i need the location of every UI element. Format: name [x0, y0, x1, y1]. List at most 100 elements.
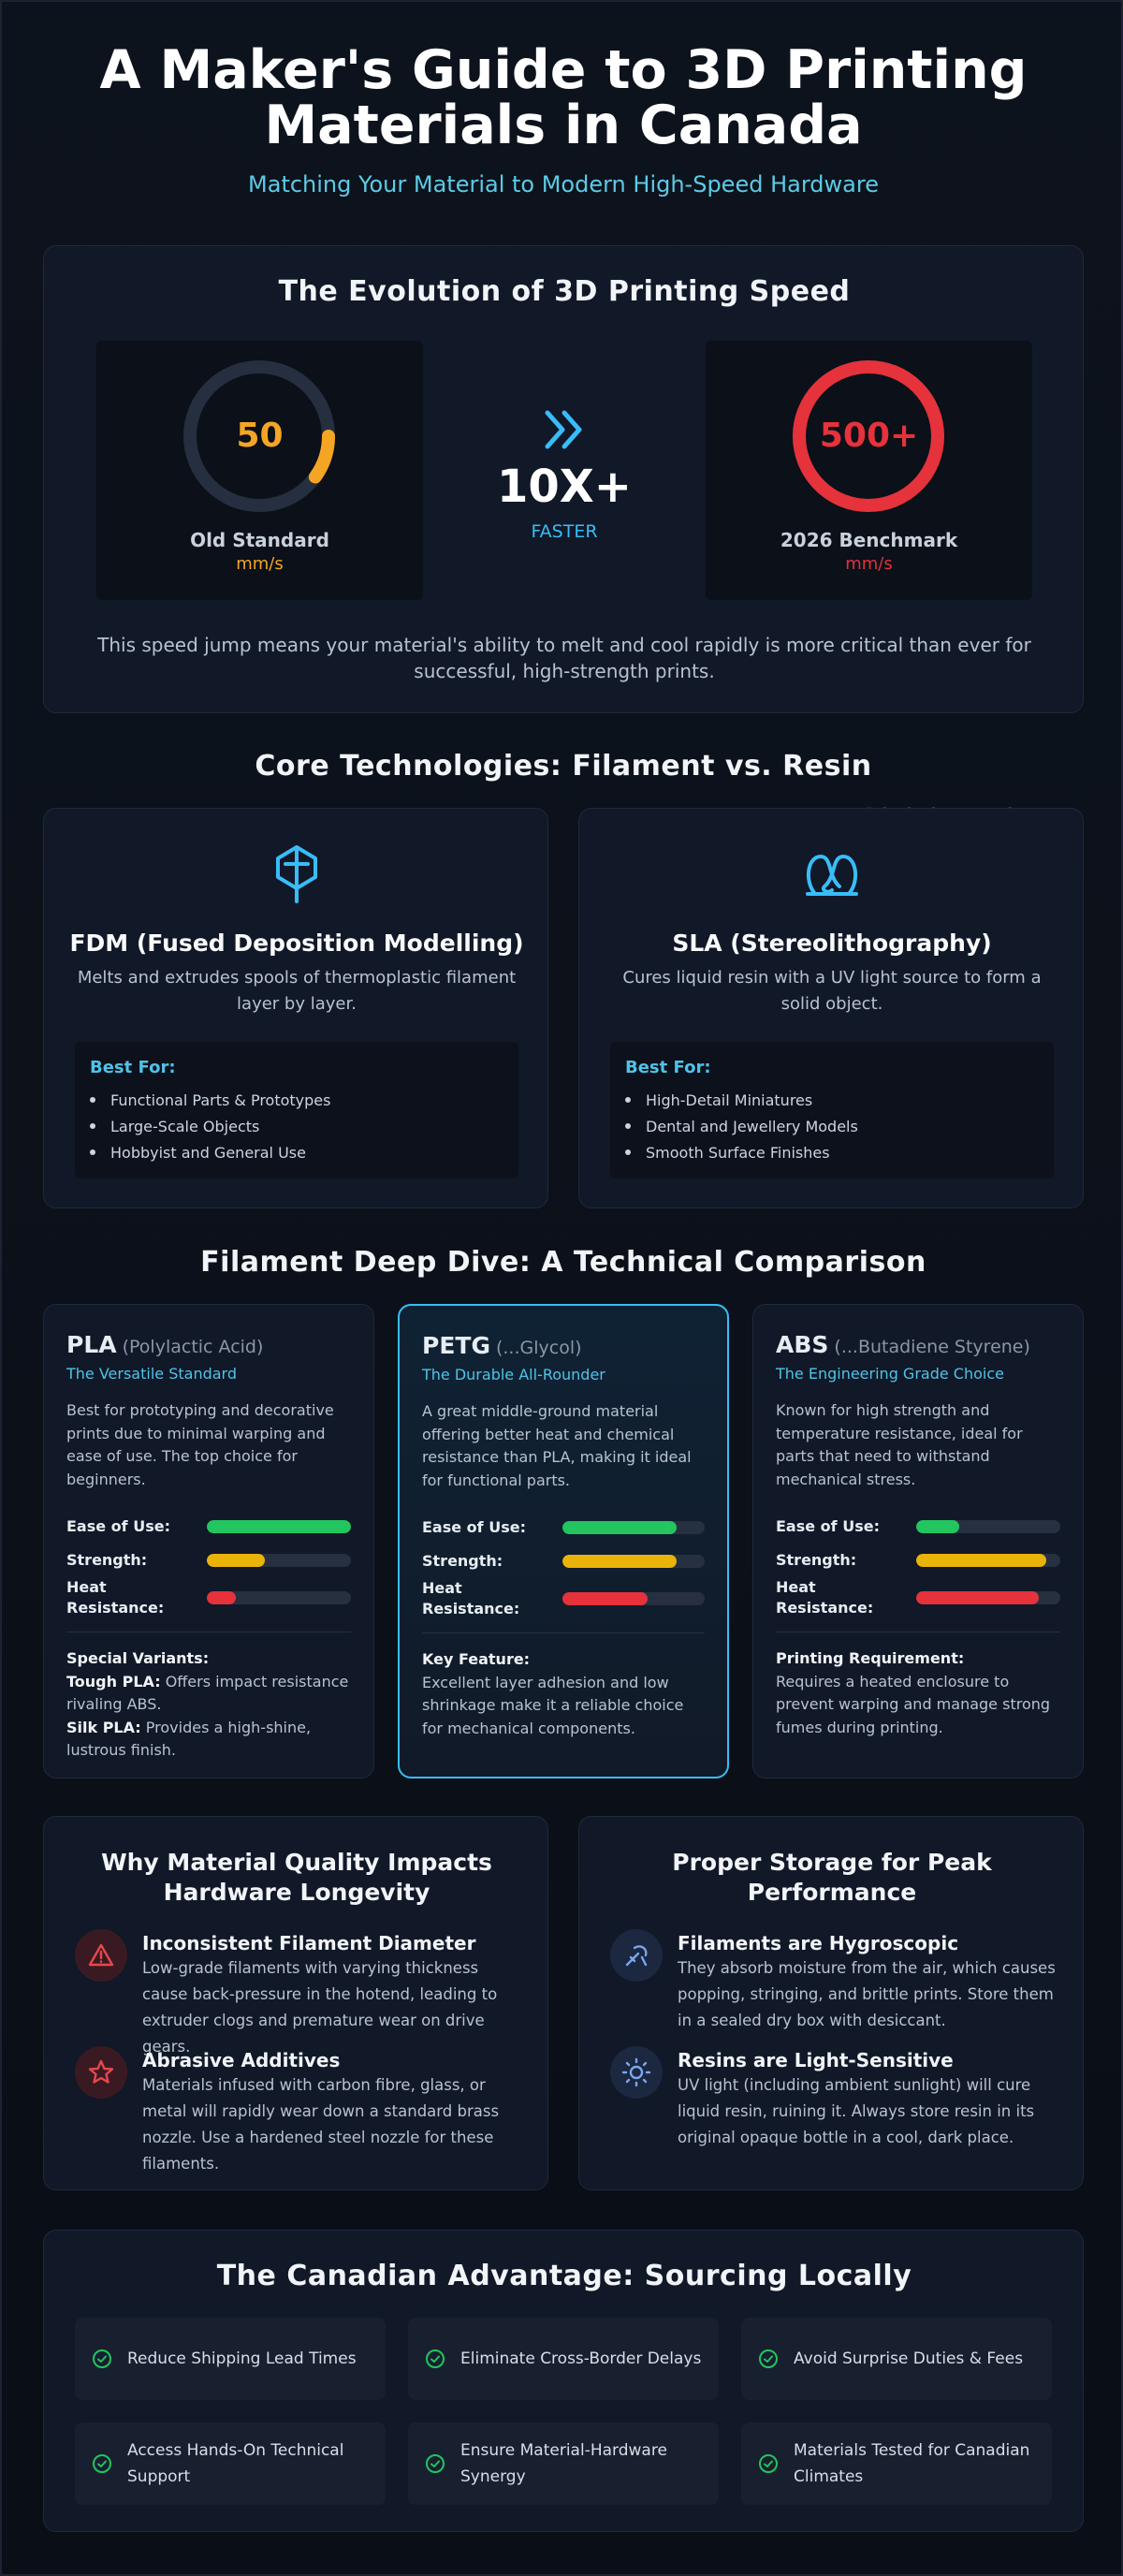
gauge-box: 50 Old Standard mm/s	[96, 341, 423, 600]
speed-note: This speed jump means your material's ab…	[97, 634, 1031, 682]
rating-bar	[562, 1521, 677, 1534]
icon	[88, 2059, 114, 2084]
section-title: The Evolution of 3D Printing Speed	[278, 275, 851, 308]
filament-name-row: ABS (...Butadiene Styrene)	[776, 1331, 1060, 1361]
filament-card: PLA (Polylactic Acid) The Versatile Standa…	[43, 1304, 374, 1778]
technology-card: SLA (Stereolithography) Cures liquid resi…	[578, 808, 1084, 1208]
gauge-unit: mm/s	[845, 554, 893, 574]
filament-name: ABS	[776, 1331, 829, 1358]
best-for-item: High-Detail Miniatures	[646, 1091, 813, 1109]
ratings: Ease of Use: Strength: Heat Resistance:	[776, 1510, 1060, 1618]
bullet	[90, 1123, 95, 1129]
gauge-box: 500+ 2026 Benchmark mm/s	[706, 341, 1032, 600]
item-text: Low-grade filaments with varying thickne…	[142, 1959, 498, 2056]
note-term: Tough PLA:	[66, 1672, 161, 1690]
check-circle	[426, 2349, 445, 2368]
check-circle	[759, 2349, 778, 2368]
gauge-arc	[793, 360, 944, 512]
filament-tagline: The Durable All-Rounder	[422, 1366, 605, 1383]
advantage-tile: Ensure Material-Hardware Synergy	[408, 2422, 719, 2505]
check-icon	[93, 2349, 111, 2368]
note-title: Printing Requirement:	[776, 1649, 965, 1667]
filament-description: A great middle-ground material offering …	[422, 1402, 692, 1489]
note: Requires a heated enclosure to prevent w…	[776, 1671, 1060, 1740]
technology-name: SLA (Stereolithography)	[672, 929, 992, 957]
rating-bar	[562, 1592, 649, 1605]
ratings: Ease of Use: Strength: Heat Resistance:	[422, 1511, 705, 1619]
icon	[621, 2057, 651, 2087]
note-term: Silk PLA:	[66, 1718, 141, 1736]
bullet	[625, 1149, 631, 1155]
advantage-tile: Eliminate Cross-Border Delays	[408, 2318, 719, 2400]
section-title: The Canadian Advantage: Sourcing Locally	[216, 2260, 912, 2292]
rating-bar	[916, 1591, 1039, 1604]
rating-track	[916, 1520, 1060, 1533]
filament-card: ABS (...Butadiene Styrene) The Engineering…	[752, 1304, 1084, 1778]
icon-bg	[610, 2046, 663, 2099]
rating-label: Ease of Use:	[66, 1517, 170, 1535]
page-title: A Maker's Guide to 3D Printing Materials…	[99, 39, 1028, 156]
rating-label: Ease of Use:	[422, 1518, 526, 1536]
check-icon	[759, 2454, 778, 2473]
section-title: Filament Deep Dive: A Technical Comparis…	[200, 1246, 926, 1279]
technology-icon	[276, 845, 317, 903]
bullet	[90, 1149, 95, 1155]
advantage-text: Ensure Material-Hardware Synergy	[460, 2441, 667, 2486]
card-title: Proper Storage for Peak Performance	[672, 1849, 992, 1906]
note: Silk PLA: Provides a high-shine, lustrou…	[66, 1717, 351, 1763]
advantage-text: Reduce Shipping Lead Times	[127, 2349, 357, 2368]
item-text: Materials infused with carbon fibre, gla…	[142, 2076, 500, 2173]
best-for-box: Best For: High-Detail Miniatures Dental an…	[610, 1042, 1054, 1178]
icon	[88, 1943, 114, 1967]
gauge	[793, 360, 944, 512]
filament-full-name: (Polylactic Acid)	[122, 1337, 264, 1357]
note-text: Provides a high-shine, lustrous finish.	[66, 1718, 312, 1760]
best-for-item: Dental and Jewellery Models	[646, 1118, 858, 1135]
technology-name: FDM (Fused Deposition Modelling)	[69, 929, 524, 957]
check-mark	[764, 2460, 773, 2467]
item-title: Resins are Light-Sensitive	[678, 2049, 954, 2071]
advantage-text: Materials Tested for Canadian Climates	[794, 2441, 1030, 2486]
canada-card: The Canadian Advantage: Sourcing Locally…	[43, 2230, 1084, 2532]
rating-track	[562, 1555, 705, 1568]
filament-name-row: PLA (Polylactic Acid)	[66, 1331, 351, 1361]
note: Excellent layer adhesion and low shrinka…	[422, 1672, 705, 1741]
best-for-item: Smooth Surface Finishes	[646, 1144, 830, 1162]
speed-card: The Evolution of 3D Printing Speed 50 Old …	[43, 245, 1084, 713]
note-title: Key Feature:	[422, 1650, 531, 1668]
icon	[276, 845, 317, 903]
rating-row: Heat Resistance:	[66, 1577, 351, 1618]
rating-label: Strength:	[422, 1552, 503, 1570]
advantage-text: Access Hands-On Technical Support	[127, 2441, 344, 2486]
rating-bar	[916, 1520, 960, 1533]
best-for-item: Large-Scale Objects	[110, 1118, 260, 1135]
check-icon	[426, 2349, 445, 2368]
divider	[422, 1632, 705, 1633]
rating-bar	[207, 1591, 236, 1604]
filament-name: PLA	[66, 1331, 117, 1358]
rating-row: Ease of Use:	[422, 1511, 705, 1544]
advantage-tile: Materials Tested for Canadian Climates	[741, 2422, 1052, 2505]
chevron	[545, 410, 582, 449]
icon-bg	[75, 2046, 127, 2099]
check-icon	[93, 2454, 111, 2473]
check-icon	[759, 2349, 778, 2368]
rating-track	[916, 1554, 1060, 1567]
rating-bar	[916, 1554, 1046, 1567]
check-circle	[93, 2349, 111, 2368]
rating-label: Ease of Use:	[776, 1517, 880, 1535]
check-mark	[430, 2355, 440, 2363]
check-circle	[759, 2454, 778, 2473]
advantage-tile: Access Hands-On Technical Support	[75, 2422, 386, 2505]
note-text: Offers impact resistance rivaling ABS.	[66, 1672, 349, 1714]
rating-track	[916, 1591, 1060, 1604]
technology-icon	[806, 855, 858, 896]
item-icon	[610, 1929, 663, 1982]
best-for-title: Best For:	[90, 1058, 176, 1077]
best-for-item: Functional Parts & Prototypes	[110, 1091, 331, 1109]
item-text: UV light (including ambient sunlight) wi…	[678, 2076, 1035, 2146]
icon	[806, 855, 858, 896]
rating-label: Heat Resistance:	[422, 1579, 520, 1617]
advantage-text: Eliminate Cross-Border Delays	[460, 2349, 702, 2368]
rating-row: Heat Resistance:	[422, 1578, 705, 1619]
